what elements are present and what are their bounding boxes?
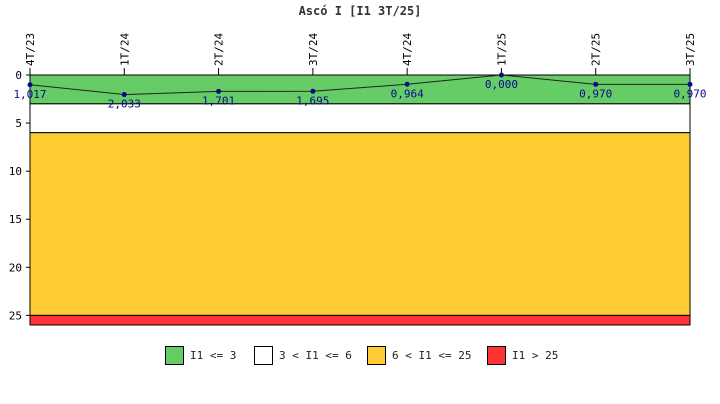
band-0: [29, 74, 691, 105]
band-3: [29, 314, 691, 326]
legend-label: 6 < I1 <= 25: [392, 348, 472, 362]
chart-title: Ascó I [I1 3T/25]: [299, 4, 422, 18]
data-point: [687, 81, 693, 87]
data-label: 1,695: [296, 94, 329, 107]
legend-item-green: I1 <= 3: [165, 344, 236, 366]
x-tick-label: 2T/25: [590, 33, 603, 66]
axes: 0 5 10 15 20 25 4T/23 1T/24 2T/24 3T/24 4T/24 1T/25…: [9, 33, 697, 325]
y-tick-label: 0: [15, 69, 22, 82]
data-point: [498, 72, 504, 78]
y-tick-label: 20: [9, 261, 22, 274]
data-point: [310, 88, 316, 94]
data-point: [121, 92, 127, 98]
x-tick-label: 2T/24: [213, 33, 226, 66]
data-point: [404, 81, 410, 87]
x-tick-label: 4T/24: [401, 33, 414, 66]
legend-label: 3 < I1 <= 6: [279, 348, 352, 362]
series-line: [27, 72, 693, 98]
x-tick-label: 3T/25: [684, 33, 697, 66]
data-label: 0,970: [579, 87, 612, 100]
data-label: 1,017: [13, 88, 46, 101]
data-label: 0,964: [391, 87, 424, 100]
legend-swatch-yellow: [367, 345, 386, 365]
data-point: [593, 81, 599, 87]
band-1: [29, 103, 691, 134]
legend-swatch-green: [165, 345, 184, 365]
legend-label: I1 <= 3: [190, 348, 237, 362]
data-labels: 1,017 2,033 1,701 1,695 0,964 0,000 0,970 0,970: [13, 78, 706, 111]
band-2: [29, 132, 691, 316]
threshold-bands: [29, 74, 691, 326]
legend-item-red: I1 > 25: [487, 344, 558, 366]
data-label: 0,970: [673, 87, 706, 100]
y-tick-label: 25: [9, 309, 22, 322]
legend-swatch-red: [487, 345, 506, 365]
data-label: 1,701: [202, 94, 235, 107]
x-tick-label: 3T/24: [307, 33, 320, 66]
x-tick-label: 4T/23: [24, 33, 37, 66]
y-tick-label: 15: [9, 213, 22, 226]
legend-item-yellow: 6 < I1 <= 25: [367, 344, 471, 366]
y-tick-label: 5: [15, 117, 22, 130]
data-label: 0,000: [485, 78, 518, 91]
x-tick-label: 1T/24: [118, 33, 131, 66]
series-line-path: [29, 74, 690, 96]
data-point: [27, 82, 33, 88]
y-tick-label: 10: [9, 165, 22, 178]
x-tick-label: 1T/25: [495, 33, 508, 66]
legend-label: I1 > 25: [512, 348, 559, 362]
data-label: 2,033: [108, 98, 141, 111]
legend: I1 <= 3 3 < I1 <= 6 6 < I1 <= 25 I1 > 25: [0, 344, 720, 368]
data-point: [216, 88, 222, 94]
legend-item-white: 3 < I1 <= 6: [254, 344, 352, 366]
legend-swatch-white: [254, 345, 273, 365]
